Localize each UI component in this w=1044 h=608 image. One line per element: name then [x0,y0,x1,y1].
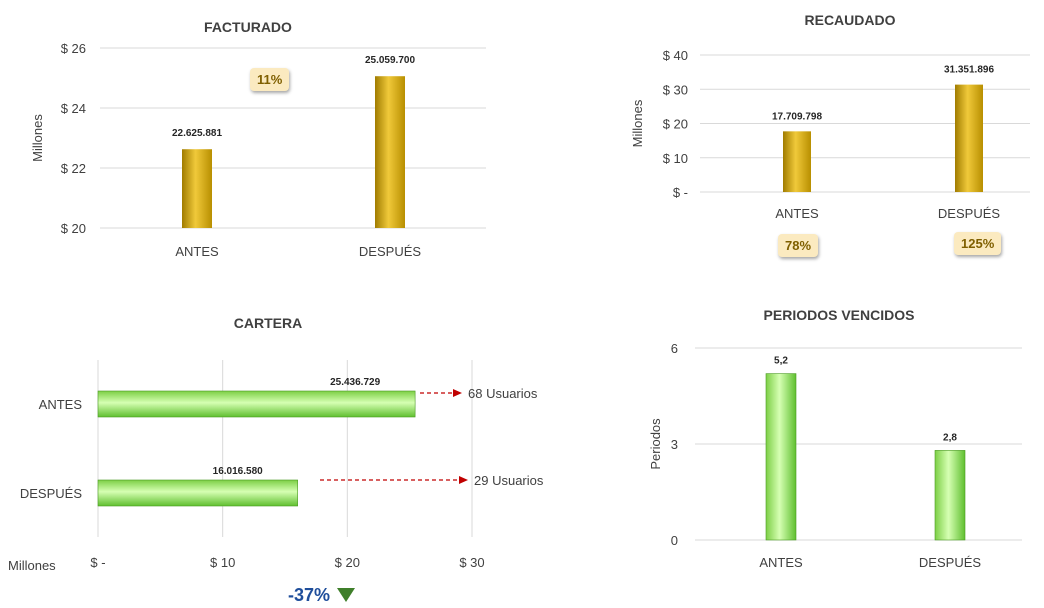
y-tick-label: 0 [671,533,678,548]
y-tick-label: $ 26 [61,41,86,56]
data-label: 2,8 [943,432,957,443]
data-label: 25.059.700 [365,55,415,66]
y-tick-label: $ 22 [61,161,86,176]
y-tick-label: ANTES [39,397,83,412]
chart-title: CARTERA [234,315,302,331]
recaudado-antes-badge: 78% [778,234,819,257]
cartera-change: -37% [288,585,356,606]
y-tick-label: $ 24 [61,101,86,116]
data-label: 25.436.729 [330,377,380,388]
recaudado-chart: RECAUDADO $ - $ 10 $ 20 $ 30 $ 40 Millones 17.7… [620,0,1044,290]
x-axis-label: Millones [8,558,56,573]
chart-title: FACTURADO [204,19,292,35]
recaudado-despues-badge: 125% [954,232,1002,255]
periodos-svg: PERIODOS VENCIDOS 0 3 6 Periodos 5,2 ANTES 2,8 D… [648,307,1022,570]
annotation-users: 29 Usuarios [474,473,544,488]
y-tick-label: $ 40 [663,48,688,63]
arrow-head-icon [453,389,462,397]
data-label: 31.351.896 [944,65,994,76]
x-tick-label: DESPUÉS [938,206,1000,221]
data-label: 17.709.798 [772,111,822,122]
recaudado-svg: RECAUDADO $ - $ 10 $ 20 $ 30 $ 40 Millones 17.7… [630,12,1030,221]
y-tick-label: $ 10 [663,151,688,166]
periodos-chart: PERIODOS VENCIDOS 0 3 6 Periodos 5,2 ANTES 2,8 D… [620,300,1044,608]
bar-0 [783,131,811,192]
y-tick-label: $ 30 [663,82,688,97]
x-tick-label: $ 20 [335,555,360,570]
chart-title: RECAUDADO [805,12,896,28]
cartera-svg: CARTERA $ - $ 10 $ 20 $ 30 Millones 25.436.729… [8,315,544,573]
y-tick-label: $ 20 [663,117,688,132]
chart-title: PERIODOS VENCIDOS [764,307,915,323]
x-tick-label: $ 30 [459,555,484,570]
facturado-change-badge: 11% [250,68,290,91]
bar-1 [955,84,983,192]
bar-0 [97,390,416,418]
cartera-change-value: -37% [288,585,331,605]
data-label: 16.016.580 [213,466,263,477]
x-tick-label: $ - [90,555,105,570]
cartera-chart: CARTERA $ - $ 10 $ 20 $ 30 Millones 25.436.729… [0,300,620,608]
bar-1 [934,450,966,541]
y-tick-label: DESPUÉS [20,486,82,501]
x-tick-label: $ 10 [210,555,235,570]
x-tick-label: ANTES [759,555,803,570]
bar-0 [182,149,212,228]
annotation-users: 68 Usuarios [468,386,538,401]
bar-0 [765,373,797,541]
down-triangle-icon [337,588,356,602]
y-tick-label: $ 20 [61,221,86,236]
x-tick-label: ANTES [175,244,219,259]
y-tick-label: 6 [671,341,678,356]
y-axis-label: Millones [30,114,45,162]
y-axis-label: Millones [630,99,645,147]
bar-1 [375,76,405,228]
x-tick-label: ANTES [775,206,819,221]
y-tick-label: 3 [671,437,678,452]
x-tick-label: DESPUÉS [359,244,421,259]
facturado-chart: FACTURADO $ 20 $ 22 $ 24 $ 26 Millones 22.625.… [0,0,520,290]
y-tick-label: $ - [673,185,688,200]
arrow-head-icon [459,476,468,484]
data-label: 22.625.881 [172,128,222,139]
y-axis-label: Periodos [648,418,663,470]
x-tick-label: DESPUÉS [919,555,981,570]
bar-1 [97,479,298,507]
data-label: 5,2 [774,356,788,367]
facturado-svg: FACTURADO $ 20 $ 22 $ 24 $ 26 Millones 22.625.… [30,19,486,259]
